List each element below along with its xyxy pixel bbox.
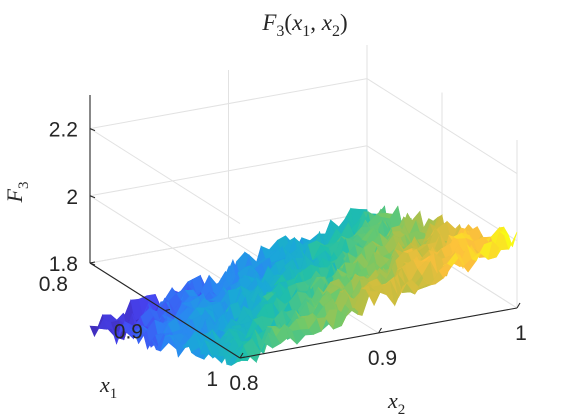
z-tick (89, 262, 96, 266)
x2-tick-label: 0.9 (368, 347, 397, 370)
wall-grid-z (89, 78, 368, 130)
z-tick-label: 1.8 (49, 253, 78, 276)
z-tick (89, 128, 96, 132)
surface-plot (89, 205, 518, 366)
wall-grid-z (89, 212, 368, 264)
x1-tick-label: 1 (206, 368, 218, 391)
side-grid-z (366, 145, 518, 242)
x2-axis-label: x2 (387, 388, 405, 417)
z-axis-label: F3 (2, 182, 32, 204)
z-tick-label: 2.2 (49, 119, 78, 142)
x2-tick (378, 327, 382, 334)
x2-tick-label: 1 (515, 322, 527, 345)
x1-tick-label: 0.9 (114, 321, 143, 344)
x2-tick (516, 302, 521, 309)
wall-grid-z (89, 145, 368, 197)
z-tick-label: 2 (66, 186, 78, 209)
axes (89, 95, 521, 359)
x1-tick (164, 308, 171, 312)
x1-tick-label: 0.8 (39, 273, 68, 296)
side-grid-z (366, 78, 518, 175)
z-tick (89, 195, 96, 199)
surface-patch (504, 231, 518, 251)
x1-tick (239, 356, 246, 359)
left-grid-z (89, 128, 241, 225)
x1-axis-label: x1 (99, 372, 117, 402)
x2-tick (239, 352, 244, 359)
x2-tick-label: 0.8 (229, 372, 258, 395)
left-grid-z (89, 195, 241, 292)
tick-labels: 0.8 0.9 1 0.8 0.9 1 1.8 2 2.2 (39, 119, 527, 395)
chart-title: F3(x1, x2) (261, 10, 347, 40)
